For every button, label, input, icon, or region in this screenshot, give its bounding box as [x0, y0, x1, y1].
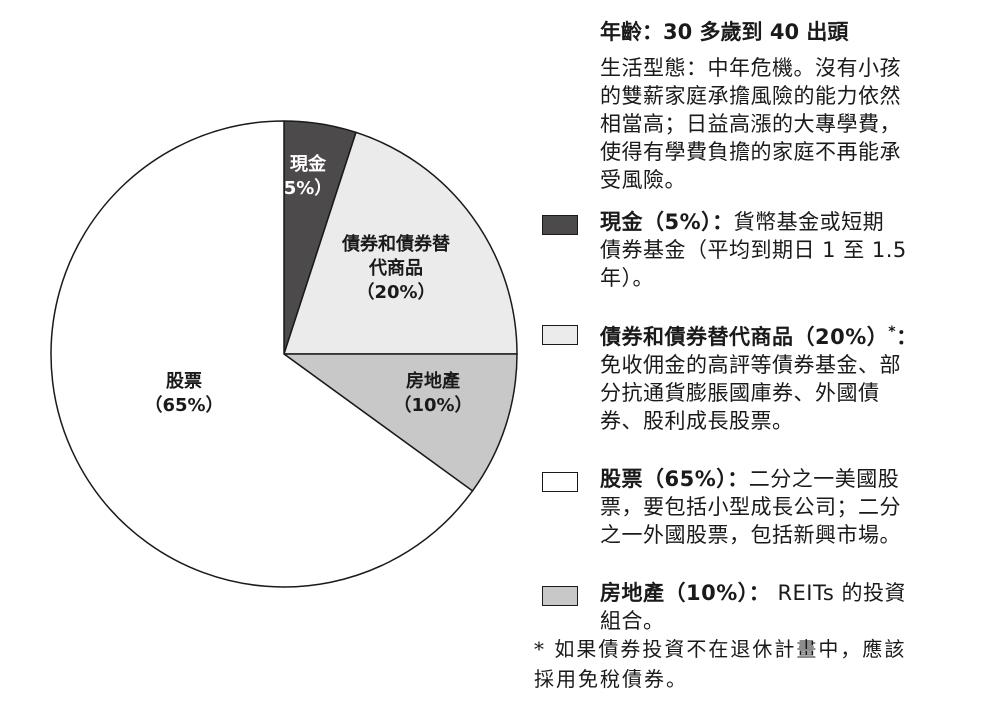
- pie-chart: 現金 5%） 債券和債券替代商品 （20%） 房地產 （10%） 股票 （65%）: [50, 120, 518, 588]
- slice-label-line: 代商品: [368, 257, 423, 279]
- legend-line: 年）。: [600, 266, 654, 290]
- legend-desc: 貨幣基金或短期: [733, 210, 885, 234]
- legend-colon: ：: [748, 581, 771, 605]
- legend-line: 組合。: [600, 609, 665, 633]
- legend-swatch-real-estate: [542, 586, 578, 606]
- legend-line: 之一外國股票，包括新興市場。: [600, 523, 901, 547]
- slice-label-line: 5%）: [284, 178, 333, 199]
- legend-colon: ：: [727, 467, 749, 491]
- legend-name: 房地產（10%）: [600, 581, 749, 605]
- lifestyle-line: 生活型態：中年危機。沒有小孩: [600, 56, 901, 80]
- legend-swatch-bonds: [542, 325, 578, 345]
- age-heading: 年齡：30 多歲到 40 出頭: [600, 20, 849, 44]
- legend-line: 免收佣金的高評等債券基金、部: [600, 353, 901, 377]
- footnote-marker: *: [888, 324, 897, 340]
- pie-slice-2: [283, 353, 518, 492]
- slice-label-line: （10%）: [393, 395, 472, 416]
- lifestyle-line: 相當高；日益高漲的大專學費，: [600, 112, 901, 136]
- legend: 現金（5%）：貨幣基金或短期 債券基金（平均到期日 1 至 1.5 年）。 債券…: [540, 208, 960, 661]
- lifestyle-description: 生活型態：中年危機。沒有小孩 的雙薪家庭承擔風險的能力依然 相當高；日益高漲的大…: [600, 54, 960, 194]
- legend-name: 股票（65%）: [600, 467, 728, 491]
- lifestyle-line: 使得有學費負擔的家庭不再能承: [600, 140, 901, 164]
- legend-line: 債券基金（平均到期日 1 至 1.5: [600, 238, 907, 262]
- legend-item-cash: 現金（5%）：貨幣基金或短期 債券基金（平均到期日 1 至 1.5 年）。: [540, 208, 960, 292]
- slice-label-line: 債券和債券替: [341, 233, 451, 255]
- legend-line: 票，要包括小型成長公司；二分: [600, 495, 901, 519]
- legend-swatch-cash: [542, 215, 578, 235]
- legend-line: 券、股利成長股票。: [600, 409, 794, 433]
- lifestyle-line: 受風險。: [600, 168, 686, 192]
- pie-slice-3: [50, 120, 474, 588]
- legend-line: 分抗通貨膨脹國庫券、外國債: [600, 381, 880, 405]
- slice-label-line: 現金: [290, 153, 327, 175]
- slice-label: 現金 5%）: [284, 153, 333, 199]
- slice-label-line: 股票: [165, 371, 202, 392]
- footnote: * 如果債券投資不在退休計畫中，應該 採用免稅債券。: [534, 634, 954, 694]
- legend-desc: REITs 的投資: [770, 581, 906, 605]
- slice-label-line: （65%）: [144, 395, 223, 416]
- pie-slice-1: [283, 131, 518, 355]
- profile-panel: 年齡：30 多歲到 40 出頭 生活型態：中年危機。沒有小孩 的雙薪家庭承擔風險…: [600, 18, 960, 194]
- legend-swatch-stocks: [542, 472, 578, 492]
- legend-line: 股票（65%）：二分之一美國股: [600, 465, 960, 493]
- footnote-line: 採用免稅債券。: [534, 667, 688, 691]
- legend-item-stocks: 股票（65%）：二分之一美國股 票，要包括小型成長公司；二分 之一外國股票，包括…: [540, 465, 960, 549]
- legend-line: 債券和債券替代商品（20%）*：: [600, 318, 960, 351]
- legend-line: 房地產（10%）： REITs 的投資: [600, 579, 960, 607]
- legend-colon: ：: [896, 325, 918, 349]
- legend-item-real-estate: 房地產（10%）： REITs 的投資 組合。: [540, 579, 960, 635]
- slice-label-line: 房地產: [406, 370, 460, 392]
- legend-name: 現金（5%）: [600, 210, 713, 234]
- footnote-line: * 如果債券投資不在退休計畫中，應該: [534, 637, 907, 661]
- legend-item-bonds: 債券和債券替代商品（20%）*： 免收佣金的高評等債券基金、部 分抗通貨膨脹國庫…: [540, 318, 960, 435]
- lifestyle-line: 的雙薪家庭承擔風險的能力依然: [600, 84, 901, 108]
- slice-label: 房地產 （10%）: [393, 370, 472, 416]
- legend-colon: ：: [712, 210, 734, 234]
- slice-label: 債券和債券替代商品 （20%）: [341, 233, 451, 303]
- slice-label-line: （20%）: [356, 282, 435, 303]
- legend-name: 債券和債券替代商品（20%）: [600, 325, 889, 349]
- slice-label: 股票 （65%）: [144, 371, 223, 416]
- legend-line: 現金（5%）：貨幣基金或短期: [600, 208, 960, 236]
- legend-desc: 二分之一美國股: [748, 467, 900, 491]
